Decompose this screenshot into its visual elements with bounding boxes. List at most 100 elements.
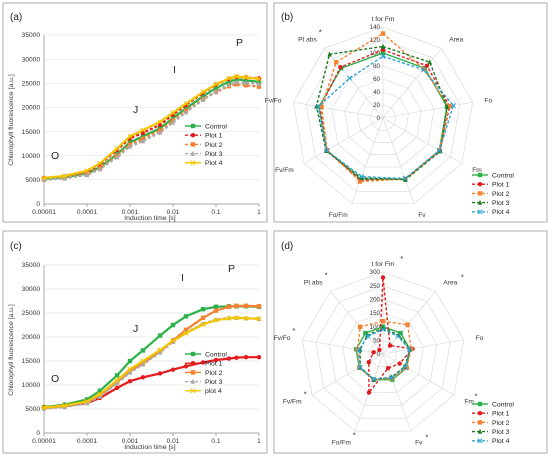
legend-label: Plot 4 [492, 209, 510, 216]
radar-ring [293, 26, 473, 204]
data-point [213, 81, 219, 87]
x-tick-label: 0.01 [167, 209, 180, 216]
data-point [334, 60, 339, 65]
radar-axis-label-fv-fo: Fv/Fo [274, 335, 291, 342]
data-point [183, 314, 189, 319]
data-point [127, 358, 133, 364]
y-tick-label: 35000 [22, 32, 41, 39]
series-plot-4 [41, 315, 262, 411]
series-polygon [358, 328, 411, 380]
data-point [200, 94, 206, 99]
data-point [256, 76, 262, 82]
legend-swatch-marker [477, 438, 483, 444]
data-point [157, 119, 163, 125]
phase-label-p: P [236, 37, 243, 49]
radar-tick-label: 250 [370, 283, 381, 290]
radar-tick-label: 150 [370, 310, 381, 317]
data-point [402, 364, 409, 370]
radar-axis-label-t-for-fm: t for Fm [372, 16, 395, 23]
data-point [84, 397, 90, 402]
data-point [200, 96, 206, 102]
radar-spoke [382, 48, 442, 119]
radar-axis-label-fv: Fv [418, 212, 426, 219]
series-line [43, 316, 260, 410]
data-point [406, 346, 412, 352]
data-point [140, 127, 146, 133]
data-point [243, 74, 249, 81]
data-point [420, 67, 427, 73]
data-point [234, 303, 239, 308]
radar-tick-label: 20 [373, 102, 380, 109]
data-point [243, 315, 249, 321]
data-point [200, 315, 206, 320]
data-point [127, 378, 133, 384]
data-point [226, 75, 232, 82]
data-point [366, 360, 371, 365]
data-point [380, 53, 386, 59]
data-point [234, 79, 239, 85]
data-point [183, 364, 189, 369]
data-point [127, 133, 133, 139]
data-point [357, 324, 363, 329]
legend: Control Plot 1 Plot 2 Plot 3 Plot 4 [472, 172, 514, 216]
phase-label-o: O [51, 150, 59, 162]
data-point [200, 306, 206, 312]
panel-tag: (b) [281, 12, 293, 23]
data-point [200, 321, 206, 328]
x-tick-label: 0.0001 [77, 438, 98, 445]
data-point [183, 100, 189, 107]
y-tick-label: 0 [36, 201, 40, 208]
data-point [61, 173, 68, 179]
legend-label: Plot 3 [492, 200, 510, 207]
legend-swatch-marker [477, 182, 483, 187]
legend-label: Plot 1 [205, 361, 223, 368]
y-tick-label: 5000 [25, 177, 40, 184]
y-tick-label: 35000 [22, 262, 41, 269]
significance-star: * [353, 431, 356, 440]
radar-spoke [293, 101, 384, 119]
data-point [61, 403, 68, 409]
series-polygon [317, 55, 455, 180]
legend-label: Plot 3 [492, 429, 510, 436]
data-point [243, 80, 249, 86]
data-point [256, 304, 262, 309]
data-point [114, 145, 120, 152]
radar-axis-label-fv-fm: Fv/Fm [283, 398, 302, 405]
panel-c: (c) 0 5000 10000 15000 20000 25000 30000 35000 0.… [2, 230, 268, 454]
legend-swatch-marker [190, 351, 196, 357]
panel-tag: (d) [281, 241, 293, 252]
radar-tick-label: 100 [370, 50, 381, 57]
data-point [170, 115, 176, 121]
data-point [424, 63, 430, 68]
data-point [127, 139, 133, 145]
data-point [114, 373, 120, 378]
data-point [41, 404, 47, 411]
data-point [226, 315, 232, 321]
data-point [380, 43, 386, 49]
phase-label-j: J [133, 323, 138, 335]
radar-spoke [330, 290, 384, 355]
panel-frame [2, 2, 268, 223]
legend-swatch-marker [477, 172, 483, 178]
radar-axis-label-fv-fm: Fv/Fm [275, 167, 294, 174]
legend: Control Plot 1 Plot 2 Plot 3 Plot 4 [185, 123, 227, 167]
radar-tick-label: 0 [377, 115, 381, 122]
data-point [140, 138, 146, 144]
data-point [127, 143, 133, 149]
phase-label-j: J [133, 104, 138, 116]
radar-axis-label-fv: Fv [415, 440, 423, 447]
radar-tick-label: 100 [370, 324, 381, 331]
x-tick-label: 0.001 [122, 209, 139, 216]
radar-ring [342, 312, 424, 393]
legend-swatch-marker [477, 191, 483, 196]
data-point [446, 104, 452, 109]
radar-tick-label: 80 [373, 63, 380, 70]
y-tick-label: 20000 [22, 334, 41, 341]
data-point [357, 364, 363, 370]
data-point [389, 375, 395, 381]
phase-label-i: I [173, 64, 176, 76]
series-line [43, 316, 260, 409]
series-plot-4 [356, 326, 412, 382]
data-point [84, 168, 90, 174]
